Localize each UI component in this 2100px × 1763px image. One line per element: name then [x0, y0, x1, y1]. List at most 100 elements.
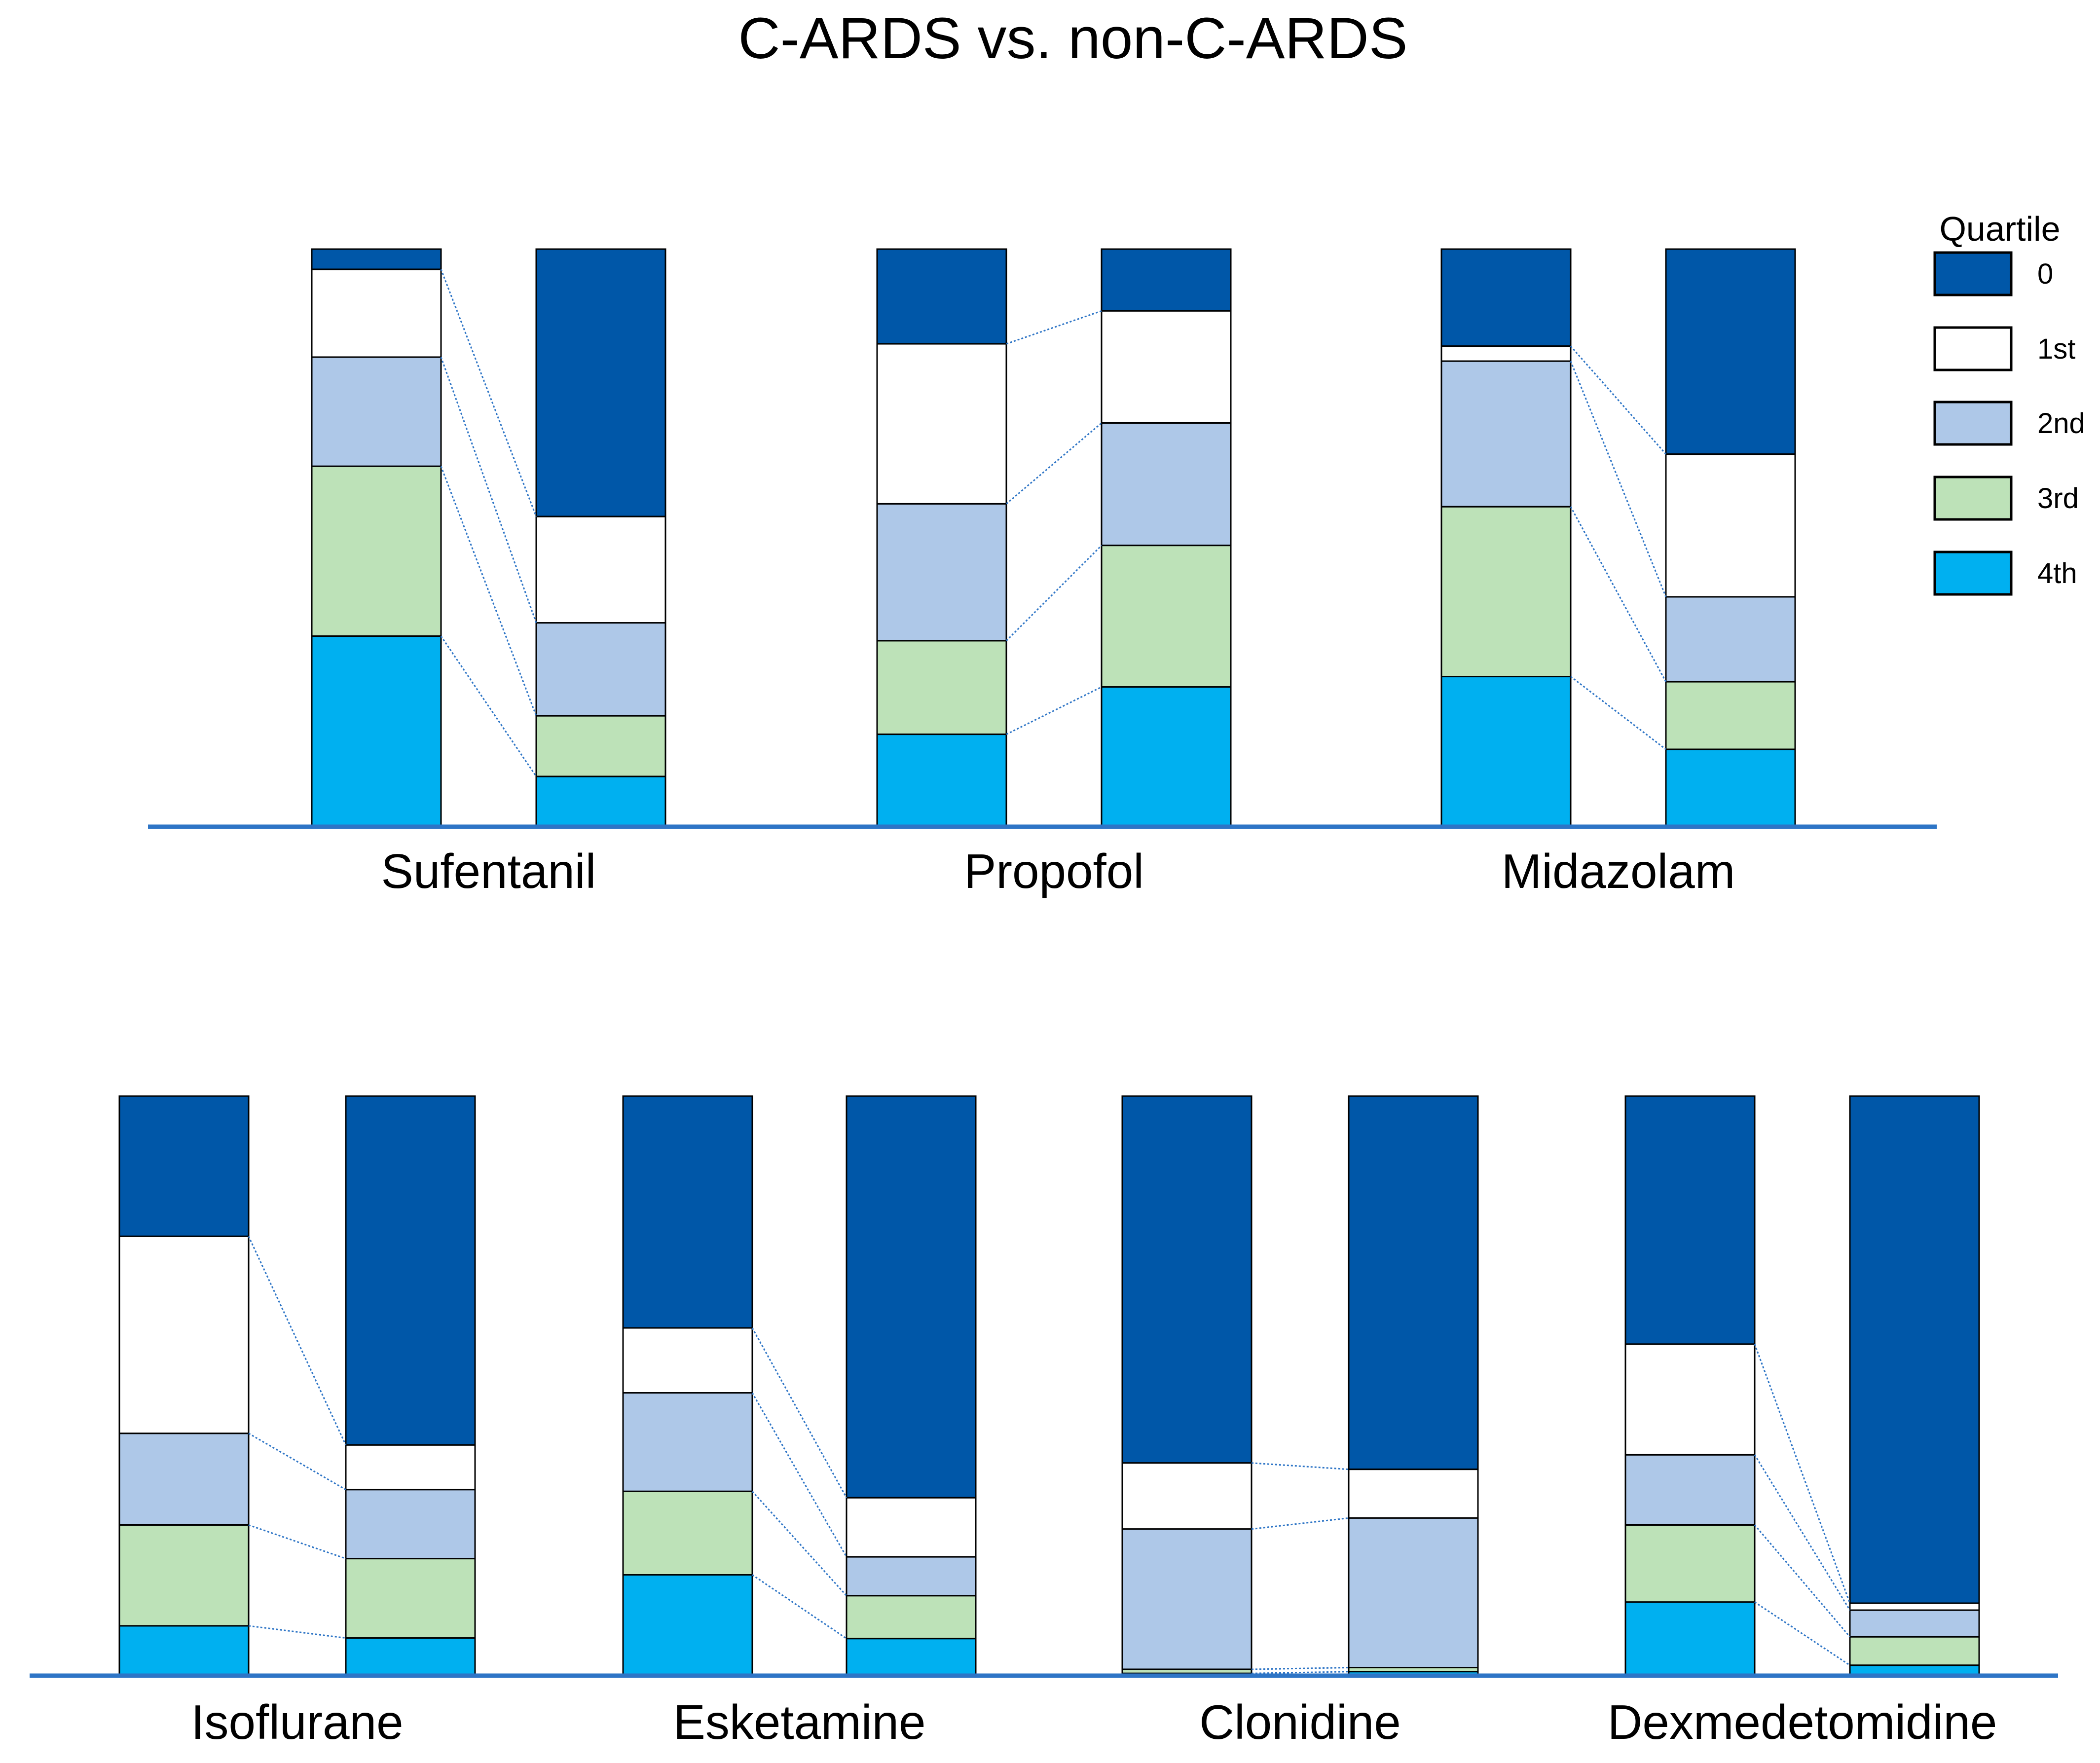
chart-panels: Sufentanil Propofol Midazolam Isoflurane Esk… [30, 248, 2058, 1749]
legend-swatch-4th [1933, 551, 2013, 596]
bar-midazolam-non-c-ards-3rd [1665, 681, 1796, 750]
bar-clonidine-c-ards-1st [1121, 1462, 1253, 1530]
connector-clonidine-3rd [1251, 1671, 1349, 1674]
legend-label-3rd: 3rd [2037, 482, 2079, 514]
bar-isoflurane-non-c-ards-4th [345, 1637, 476, 1677]
drug-group-propofol: Propofol [876, 248, 1232, 898]
legend-label-4th: 4th [2037, 557, 2077, 589]
drug-label-sufentanil: Sufentanil [381, 844, 596, 898]
chart-title: C-ARDS vs. non-C-ARDS [738, 6, 1407, 71]
bar-midazolam-c-ards-3rd [1440, 506, 1572, 678]
bar-propofol-c-ards-2nd [876, 503, 1007, 642]
connector-isoflurane-3rd [248, 1625, 346, 1639]
drug-label-dexmedetomidine: Dexmedetomidine [1608, 1695, 1997, 1749]
bar-esketamine-non-c-ards-2nd [846, 1556, 977, 1597]
bar-propofol-non-c-ards-4th [1101, 686, 1232, 828]
bar-propofol-c-ards-1st [876, 343, 1007, 505]
bar-esketamine-c-ards-4th [622, 1574, 753, 1677]
connector-propofol-2nd [1005, 545, 1103, 641]
bar-esketamine-c-ards-1st [622, 1327, 753, 1394]
bar-isoflurane-c-ards-4th [118, 1625, 250, 1677]
bar-isoflurane-non-c-ards-0 [345, 1095, 476, 1446]
connector-esketamine-1st [751, 1392, 847, 1557]
drug-label-clonidine: Clonidine [1199, 1695, 1401, 1749]
bar-clonidine-non-c-ards-0 [1348, 1095, 1479, 1470]
connector-isoflurane-2nd [248, 1524, 346, 1560]
connector-esketamine-2nd [751, 1491, 847, 1596]
connector-clonidine-2nd [1251, 1667, 1349, 1670]
bar-midazolam-non-c-ards-4th [1665, 748, 1796, 828]
drug-group-isoflurane: Isoflurane [118, 1095, 476, 1749]
bar-esketamine-non-c-ards-3rd [846, 1595, 977, 1640]
panel-top: Sufentanil Propofol Midazolam [148, 248, 1937, 898]
bar-dexmedetomidine-c-ards-2nd [1624, 1454, 1756, 1526]
legend-label-2nd: 2nd [2037, 407, 2085, 440]
bar-dexmedetomidine-non-c-ards-1st [1849, 1602, 1980, 1611]
bar-clonidine-non-c-ards-2nd [1348, 1517, 1479, 1669]
connector-clonidine-1st [1251, 1517, 1349, 1530]
connector-dexmedetomidine-3rd [1754, 1601, 1850, 1666]
legend: Quartile 0 1st 2nd 3rd 4th [1933, 210, 2085, 596]
bar-isoflurane-non-c-ards-3rd [345, 1558, 476, 1639]
bar-propofol-non-c-ards-2nd [1101, 422, 1232, 547]
drug-label-midazolam: Midazolam [1502, 844, 1735, 898]
bar-midazolam-c-ards-1st [1440, 345, 1572, 362]
connector-midazolam-3rd [1570, 676, 1666, 750]
bar-isoflurane-c-ards-3rd [118, 1524, 250, 1627]
bar-sufentanil-c-ards-1st [311, 268, 442, 358]
bar-dexmedetomidine-non-c-ards-3rd [1849, 1636, 1980, 1666]
bar-propofol-c-ards-3rd [876, 640, 1007, 735]
connector-dexmedetomidine-0 [1754, 1344, 1851, 1604]
bar-dexmedetomidine-c-ards-4th [1624, 1601, 1756, 1677]
connector-propofol-1st [1006, 422, 1102, 505]
bar-esketamine-c-ards-0 [622, 1095, 753, 1329]
bar-clonidine-non-c-ards-1st [1348, 1469, 1479, 1519]
legend-swatch-0 [1933, 251, 2013, 296]
connector-isoflurane-0 [248, 1236, 347, 1445]
connector-clonidine-0 [1251, 1462, 1349, 1470]
bar-dexmedetomidine-c-ards-3rd [1624, 1524, 1756, 1603]
drug-group-sufentanil: Sufentanil [311, 248, 666, 898]
connector-sufentanil-2nd [440, 466, 537, 716]
bar-sufentanil-c-ards-3rd [311, 465, 442, 637]
bar-propofol-non-c-ards-0 [1101, 248, 1232, 312]
connector-esketamine-0 [751, 1327, 847, 1499]
bar-esketamine-non-c-ards-4th [846, 1638, 977, 1677]
bar-propofol-c-ards-0 [876, 248, 1007, 345]
panel-bottom: Isoflurane Esketamine Clonidine Dexmedetomi… [30, 1095, 2058, 1749]
connector-esketamine-3rd [752, 1574, 847, 1640]
bar-dexmedetomidine-non-c-ards-2nd [1849, 1609, 1980, 1638]
bar-sufentanil-non-c-ards-2nd [535, 622, 666, 717]
connector-propofol-3rd [1006, 686, 1102, 735]
drug-label-esketamine: Esketamine [673, 1695, 925, 1749]
legend-swatch-1st [1933, 326, 2013, 371]
bar-esketamine-c-ards-2nd [622, 1392, 753, 1492]
connector-sufentanil-0 [440, 269, 537, 517]
bar-midazolam-c-ards-4th [1440, 676, 1572, 828]
bar-esketamine-non-c-ards-0 [846, 1095, 977, 1499]
bar-sufentanil-non-c-ards-4th [535, 775, 666, 828]
bar-esketamine-non-c-ards-1st [846, 1497, 977, 1558]
connector-isoflurane-1st [248, 1432, 346, 1491]
bar-dexmedetomidine-c-ards-1st [1624, 1343, 1756, 1456]
connector-sufentanil-3rd [440, 635, 537, 777]
connector-midazolam-1st [1570, 361, 1667, 597]
drug-group-esketamine: Esketamine [622, 1095, 977, 1749]
bar-isoflurane-c-ards-1st [118, 1235, 250, 1434]
bar-isoflurane-non-c-ards-2nd [345, 1489, 476, 1560]
bar-sufentanil-c-ards-2nd [311, 356, 442, 467]
drug-group-clonidine: Clonidine [1121, 1095, 1479, 1749]
drug-group-dexmedetomidine: Dexmedetomidine [1608, 1095, 1997, 1749]
bar-esketamine-c-ards-3rd [622, 1490, 753, 1576]
bar-dexmedetomidine-c-ards-0 [1624, 1095, 1756, 1345]
bar-propofol-non-c-ards-3rd [1101, 545, 1232, 688]
bar-clonidine-c-ards-2nd [1121, 1528, 1253, 1670]
bar-sufentanil-c-ards-4th [311, 635, 442, 828]
bar-midazolam-non-c-ards-2nd [1665, 596, 1796, 683]
legend-title: Quartile [1939, 210, 2060, 248]
bar-midazolam-c-ards-0 [1440, 248, 1572, 347]
legend-label-0: 0 [2037, 258, 2053, 290]
bar-dexmedetomidine-non-c-ards-0 [1849, 1095, 1980, 1604]
connector-dexmedetomidine-1st [1754, 1454, 1851, 1611]
